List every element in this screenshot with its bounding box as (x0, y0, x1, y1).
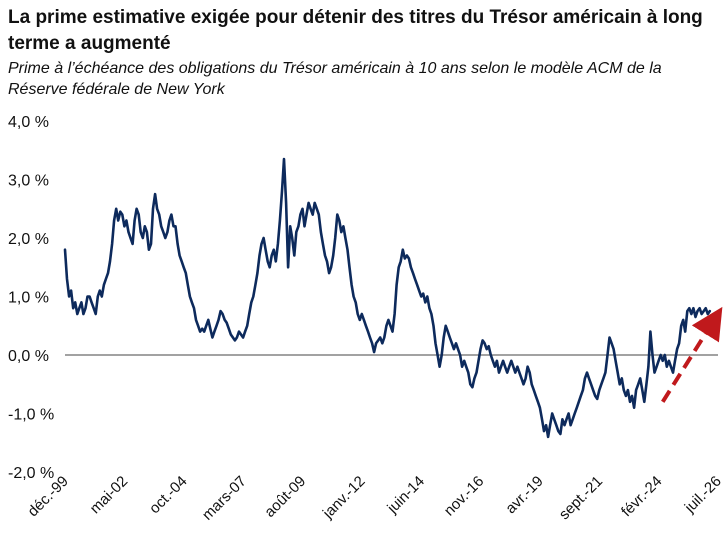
y-tick-label: -1,0 % (8, 407, 54, 424)
x-tick-label: oct.-04 (146, 473, 190, 517)
y-tick-label: 3,0 % (8, 173, 49, 190)
chart-title: La prime estimative exigée pour détenir … (8, 7, 703, 54)
x-tick-label: sept.-21 (556, 473, 606, 523)
x-tick-label: juil.-26 (681, 473, 725, 517)
chart-subtitle: Prime à l’échéance des obligations du Tr… (8, 60, 662, 98)
y-tick-label: -2,0 % (8, 465, 54, 482)
x-tick-label: mai-02 (87, 473, 131, 517)
x-tick-label: nov.-16 (441, 473, 488, 520)
x-tick-label: août-09 (261, 473, 309, 521)
y-tick-label: 4,0 % (8, 114, 49, 131)
trend-arrow-layer (661, 306, 723, 403)
series-line (63, 157, 712, 439)
y-tick-label: 2,0 % (8, 231, 49, 248)
y-axis: 4,0 % 3,0 % 2,0 % 1,0 % 0,0 % -1,0 % -2,0 % (8, 114, 54, 482)
x-tick-label: mars-07 (199, 473, 250, 524)
x-tick-label: juin-14 (383, 473, 428, 518)
x-tick-label: avr.-19 (502, 473, 546, 517)
x-tick-label: févr.-24 (618, 473, 665, 520)
x-axis: déc.-99 mai-02 oct.-04 mars-07 août-09 janv.-… (24, 473, 724, 524)
trend-arrow (661, 306, 723, 403)
y-tick-label: 1,0 % (8, 290, 49, 307)
series-layer (63, 157, 712, 439)
x-tick-label: janv.-12 (319, 473, 369, 523)
y-tick-label: 0,0 % (8, 348, 49, 365)
